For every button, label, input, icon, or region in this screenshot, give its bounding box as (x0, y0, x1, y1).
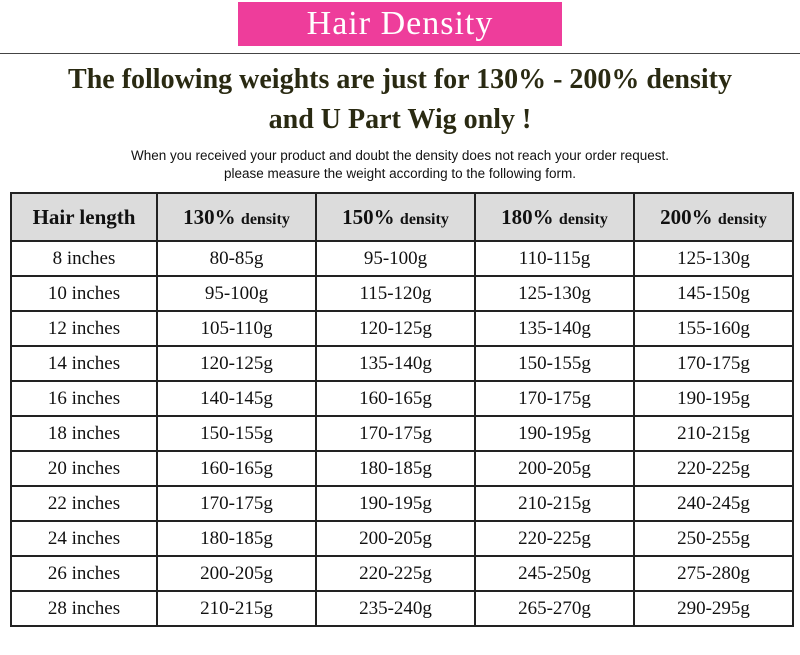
weight-cell: 150-155g (474, 345, 635, 382)
hair-length-cell: 20 inches (10, 450, 158, 487)
hair-length-cell: 22 inches (10, 485, 158, 522)
table-row: 10 inches 95-100g 115-120g 125-130g 145-150g (10, 275, 794, 312)
table-row: 28 inches 210-215g 235-240g 265-270g 290-295… (10, 590, 794, 627)
column-header: 130% density (156, 192, 317, 242)
weight-cell: 190-195g (633, 380, 794, 417)
column-header: 180% density (474, 192, 635, 242)
weight-cell: 180-185g (315, 450, 476, 487)
column-header-main: 150% (342, 204, 395, 229)
weight-cell: 210-215g (633, 415, 794, 452)
hair-length-cell: 8 inches (10, 240, 158, 277)
table-row: 16 inches 140-145g 160-165g 170-175g 190-195… (10, 380, 794, 417)
weight-cell: 125-130g (633, 240, 794, 277)
hair-length-cell: 12 inches (10, 310, 158, 347)
weight-cell: 250-255g (633, 520, 794, 557)
hair-length-cell: 14 inches (10, 345, 158, 382)
table-row: 20 inches 160-165g 180-185g 200-205g 220-225… (10, 450, 794, 487)
column-header: 200% density (633, 192, 794, 242)
weight-cell: 125-130g (474, 275, 635, 312)
weight-cell: 220-225g (315, 555, 476, 592)
column-header: 150% density (315, 192, 476, 242)
hair-length-cell: 28 inches (10, 590, 158, 627)
table-row: 14 inches 120-125g 135-140g 150-155g 170-175… (10, 345, 794, 382)
density-weight-table: Hair length 130% density 150% density 180% … (10, 192, 794, 627)
weight-cell: 80-85g (156, 240, 317, 277)
headline-line-2: and U Part Wig only ! (268, 104, 532, 135)
weight-cell: 245-250g (474, 555, 635, 592)
hair-length-cell: 26 inches (10, 555, 158, 592)
weight-cell: 210-215g (156, 590, 317, 627)
divider-line (0, 53, 800, 54)
weight-cell: 145-150g (633, 275, 794, 312)
column-header-sub: density (558, 210, 608, 228)
weight-cell: 235-240g (315, 590, 476, 627)
table-row: 12 inches 105-110g 120-125g 135-140g 155-160… (10, 310, 794, 347)
weight-cell: 275-280g (633, 555, 794, 592)
hair-length-cell: 24 inches (10, 520, 158, 557)
weight-cell: 200-205g (474, 450, 635, 487)
table-row: 8 inches 80-85g 95-100g 110-115g 125-130g (10, 240, 794, 277)
weight-cell: 95-100g (315, 240, 476, 277)
weight-cell: 160-165g (315, 380, 476, 417)
table-row: 26 inches 200-205g 220-225g 245-250g 275-280… (10, 555, 794, 592)
table-body: 8 inches 80-85g 95-100g 110-115g 125-130g 10 … (10, 240, 794, 627)
column-header-main: 130% (183, 204, 236, 229)
weight-cell: 110-115g (474, 240, 635, 277)
table-row: 22 inches 170-175g 190-195g 210-215g 240-245… (10, 485, 794, 522)
weight-cell: 150-155g (156, 415, 317, 452)
weight-cell: 170-175g (633, 345, 794, 382)
column-header-sub: density (717, 210, 767, 228)
note-line-1: When you received your product and doubt… (130, 148, 670, 163)
weight-cell: 95-100g (156, 275, 317, 312)
weight-cell: 220-225g (633, 450, 794, 487)
weight-cell: 120-125g (315, 310, 476, 347)
hair-length-cell: 10 inches (10, 275, 158, 312)
table-row: 24 inches 180-185g 200-205g 220-225g 250-255… (10, 520, 794, 557)
column-header-sub: density (399, 210, 449, 228)
hair-length-cell: 16 inches (10, 380, 158, 417)
weight-cell: 170-175g (156, 485, 317, 522)
column-header-main: 200% (660, 204, 713, 229)
weight-cell: 140-145g (156, 380, 317, 417)
weight-cell: 135-140g (474, 310, 635, 347)
column-header-main: 180% (501, 204, 554, 229)
weight-cell: 115-120g (315, 275, 476, 312)
column-header: Hair length (10, 192, 158, 242)
weight-cell: 210-215g (474, 485, 635, 522)
weight-cell: 160-165g (156, 450, 317, 487)
weight-cell: 180-185g (156, 520, 317, 557)
column-header-main: Hair length (32, 204, 136, 229)
weight-cell: 105-110g (156, 310, 317, 347)
weight-cell: 200-205g (156, 555, 317, 592)
table-header-row: Hair length 130% density 150% density 180% … (10, 192, 794, 242)
weight-cell: 190-195g (474, 415, 635, 452)
weight-cell: 190-195g (315, 485, 476, 522)
weight-cell: 170-175g (315, 415, 476, 452)
weight-cell: 220-225g (474, 520, 635, 557)
weight-cell: 135-140g (315, 345, 476, 382)
weight-cell: 170-175g (474, 380, 635, 417)
weight-cell: 240-245g (633, 485, 794, 522)
headline-line-1: The following weights are just for 130% … (68, 64, 732, 95)
weight-cell: 290-295g (633, 590, 794, 627)
hair-length-cell: 18 inches (10, 415, 158, 452)
note-line-2: please measure the weight according to t… (224, 166, 576, 181)
weight-cell: 120-125g (156, 345, 317, 382)
title-banner: Hair Density (238, 2, 562, 46)
weight-cell: 265-270g (474, 590, 635, 627)
weight-cell: 155-160g (633, 310, 794, 347)
column-header-sub: density (240, 210, 290, 228)
weight-cell: 200-205g (315, 520, 476, 557)
table-row: 18 inches 150-155g 170-175g 190-195g 210-215… (10, 415, 794, 452)
